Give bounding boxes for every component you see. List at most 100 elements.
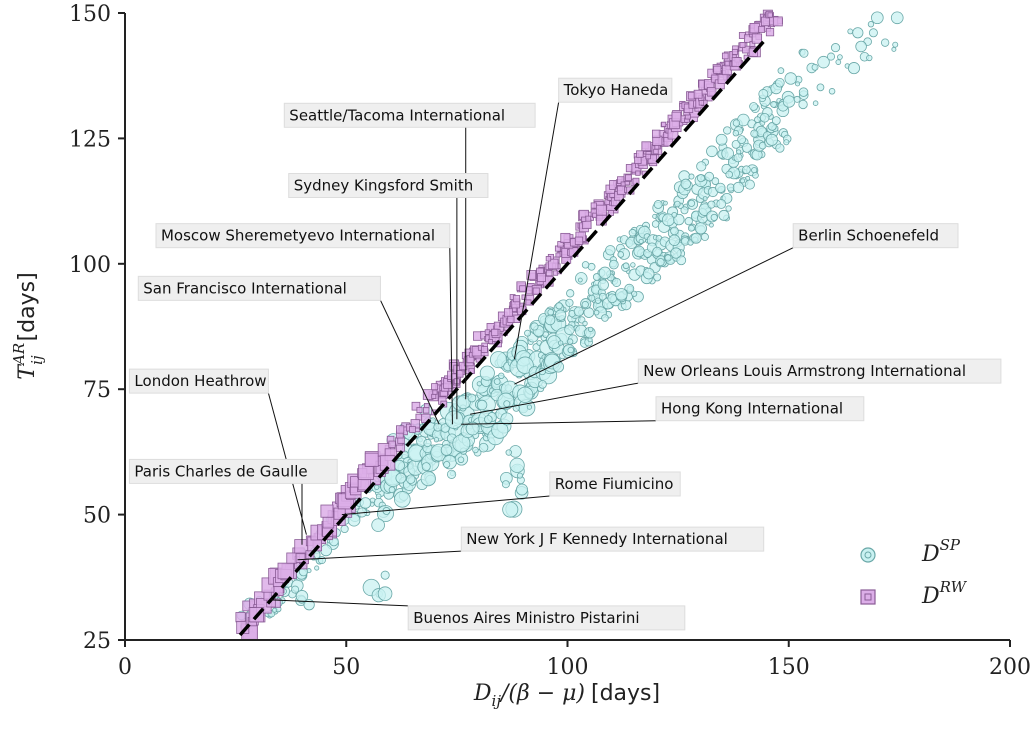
sp-point — [837, 54, 843, 61]
sp-point — [588, 326, 594, 333]
sp-point — [830, 43, 841, 53]
sp-point — [798, 87, 809, 97]
sp-point — [374, 484, 380, 490]
sp-point — [577, 277, 583, 283]
annotation: Tokyo Haneda — [513, 77, 673, 360]
y-tick-label: 150 — [69, 2, 111, 27]
rw-point — [590, 202, 597, 209]
sp-point — [592, 273, 601, 281]
sp-point — [652, 246, 663, 257]
annotation-connector — [297, 550, 462, 561]
rw-point — [625, 174, 632, 182]
rw-point — [739, 42, 746, 48]
annotation-connector — [470, 382, 639, 415]
annotation: Berlin Schoenefeld — [514, 223, 959, 385]
sp-point — [759, 112, 770, 123]
sp-point — [732, 181, 745, 194]
sp-point — [628, 228, 637, 237]
sp-point — [687, 224, 695, 232]
sp-point — [642, 267, 655, 280]
rw-point — [388, 440, 396, 448]
annotation-label: Berlin Schoenefeld — [798, 227, 939, 245]
rw-point — [526, 270, 537, 280]
sp-point — [320, 544, 332, 557]
sp-point — [314, 565, 320, 571]
annotation-box — [655, 396, 865, 422]
sp-point — [498, 372, 505, 380]
rw-point — [277, 562, 295, 580]
sp-point — [440, 444, 453, 456]
sp-point — [516, 472, 524, 479]
rw-point — [320, 504, 334, 518]
x-tick-label: 200 — [989, 655, 1031, 680]
rw-point — [555, 252, 561, 258]
sp-point — [784, 72, 797, 85]
sp-point — [744, 179, 755, 190]
sp-point — [867, 21, 875, 28]
sp-point — [871, 11, 884, 25]
sp-point — [740, 178, 746, 184]
sp-point — [736, 149, 742, 155]
sp-point — [395, 472, 407, 484]
sp-point — [516, 483, 528, 496]
sp-point — [770, 101, 777, 108]
sp-point — [557, 340, 564, 346]
rw-point — [431, 383, 439, 391]
sp-point — [598, 266, 612, 280]
sp-point — [783, 139, 790, 146]
sp-point — [588, 294, 596, 302]
sp-point — [710, 213, 718, 222]
rw-point — [431, 393, 437, 399]
sp-point — [752, 171, 759, 179]
sp-point — [631, 290, 638, 297]
sp-point — [706, 145, 718, 158]
sp-point — [501, 480, 510, 489]
sp-point — [597, 279, 609, 291]
sp-point — [868, 28, 878, 38]
rw-point — [581, 216, 587, 222]
sp-point — [388, 486, 396, 494]
sp-point — [380, 570, 390, 580]
rw-point — [645, 153, 651, 160]
annotation-box — [128, 368, 269, 394]
sp-point — [690, 232, 702, 244]
sp-point — [317, 556, 326, 565]
rw-point — [765, 28, 775, 37]
annotation: New Orleans Louis Armstrong Internationa… — [470, 358, 1002, 415]
sp-point — [798, 99, 808, 110]
sp-point — [771, 116, 781, 125]
x-tick-label: 100 — [547, 655, 589, 680]
rw-point — [286, 552, 298, 564]
sp-point — [509, 457, 525, 473]
sp-point — [444, 410, 464, 429]
sp-point — [564, 324, 575, 335]
annotation-connector — [449, 247, 453, 425]
sp-point — [828, 88, 836, 95]
rw-point — [547, 258, 559, 270]
sp-point — [377, 586, 393, 602]
series-rw-points — [235, 9, 783, 641]
y-axis-label-unit: [days] — [15, 272, 40, 341]
annotation-box — [558, 77, 673, 103]
sp-point — [737, 135, 747, 144]
rw-point — [731, 57, 742, 68]
sp-point — [605, 245, 616, 256]
sp-point — [581, 261, 590, 269]
rw-point — [235, 612, 246, 623]
sp-point — [782, 95, 796, 108]
sp-point — [674, 200, 681, 208]
sp-point — [754, 116, 761, 123]
diagonal-dashed-line — [238, 36, 768, 637]
rw-point — [751, 33, 763, 44]
sp-point — [835, 59, 842, 65]
x-axis-label-sub: ij — [492, 692, 502, 710]
x-axis-ticks: 0 50 100 150 200 — [118, 640, 1031, 680]
legend-entry-sp: DSP — [860, 536, 961, 567]
sp-point — [795, 81, 801, 87]
sp-point — [375, 493, 382, 500]
annotation-connector — [380, 300, 440, 425]
sp-point — [723, 126, 732, 135]
annotation-box — [137, 275, 381, 301]
sp-point — [490, 351, 508, 369]
rw-point — [731, 48, 738, 55]
